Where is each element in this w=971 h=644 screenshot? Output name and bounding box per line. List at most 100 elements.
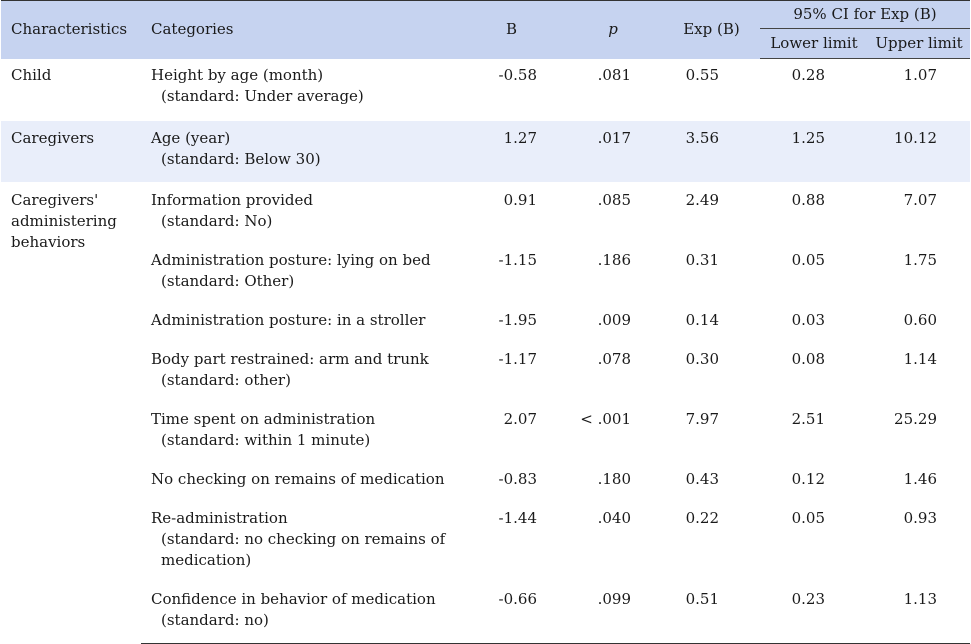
cell-exp: 7.97	[685, 409, 719, 428]
cell-lower: 0.88	[791, 190, 825, 209]
category-standard: (standard: Under average)	[161, 86, 364, 105]
category-label: Time spent on administration	[151, 409, 376, 428]
category-label: Confidence in behavior of medication	[151, 589, 436, 608]
header-lower-limit: Lower limit	[760, 28, 868, 59]
cell-p: .078	[597, 349, 631, 368]
category-standard: (standard: Below 30)	[161, 149, 321, 168]
cell-category: Body part restrained: arm and trunk (stan…	[141, 343, 460, 403]
cell-lower: 1.25	[760, 120, 868, 182]
table-row: Confidence in behavior of medication (sta…	[1, 582, 970, 644]
cell-b: 1.27	[460, 120, 563, 182]
cell-b: -1.44	[498, 508, 537, 527]
cell-p: .099	[563, 582, 663, 644]
cell-exp: 0.14	[685, 310, 719, 329]
cell-lower: 0.23	[760, 582, 868, 644]
cell-category: No checking on remains of medication	[141, 463, 460, 502]
header-upper-limit: Upper limit	[868, 28, 970, 59]
cell-upper: 0.60	[903, 310, 937, 329]
header-exp: Exp (B)	[663, 0, 760, 59]
category-standard: (standard: no checking on remains of med…	[161, 529, 446, 569]
cell-b: -1.95	[498, 310, 537, 329]
cell-b: -0.58	[498, 65, 537, 84]
header-ci-group: 95% CI for Exp (B)	[760, 0, 970, 29]
cell-exp: 0.22	[685, 508, 719, 527]
table-row: Time spent on administration (standard: w…	[1, 403, 970, 463]
table-row: Child Height by age (month) (standard: Un…	[1, 59, 970, 121]
cell-lower: 0.05	[791, 508, 825, 527]
cell-p: .017	[563, 120, 663, 182]
table-row: Caregivers' administering behaviors Info…	[1, 182, 970, 251]
cell-exp: 0.43	[685, 469, 719, 488]
table-row: Caregivers Age (year) (standard: Below 30…	[1, 120, 970, 182]
category-label: Administration posture: lying on bed	[151, 250, 431, 269]
cell-exp: 0.31	[685, 250, 719, 269]
cell-category: Confidence in behavior of medication (sta…	[141, 582, 460, 644]
header-categories: Categories	[141, 0, 460, 59]
cell-exp: 0.55	[685, 65, 719, 84]
cell-lower: 2.51	[791, 409, 825, 428]
table-body: Child Height by age (month) (standard: Un…	[1, 59, 970, 644]
table-row: No checking on remains of medication -0.…	[1, 463, 970, 502]
category-standard: (standard: no)	[161, 610, 269, 629]
category-label: Information provided	[151, 190, 313, 209]
cell-p: .040	[597, 508, 631, 527]
cell-category: Time spent on administration (standard: w…	[141, 403, 460, 463]
cell-b: 2.07	[503, 409, 537, 428]
category-label: No checking on remains of medication	[151, 469, 445, 488]
cell-category: Information provided (standard: No)	[141, 182, 460, 244]
cell-characteristic: Child	[11, 65, 52, 84]
category-standard: (standard: No)	[161, 211, 273, 230]
cell-upper: 10.12	[868, 120, 970, 182]
table-header: Characteristics Categories B p Exp (B) 9…	[1, 0, 970, 59]
cell-characteristic: Caregivers' administering behaviors	[11, 190, 117, 251]
category-label: Age (year)	[151, 128, 231, 147]
cell-upper: 0.93	[903, 508, 937, 527]
cell-b: -1.17	[498, 349, 537, 368]
table-row: Administration posture: lying on bed (sta…	[1, 244, 970, 304]
category-standard: (standard: within 1 minute)	[161, 430, 371, 449]
category-label: Height by age (month)	[151, 65, 324, 84]
cell-lower: 0.28	[791, 66, 825, 84]
cell-exp: 0.30	[685, 349, 719, 368]
cell-b: -1.15	[498, 250, 537, 269]
cell-category: Height by age (month) (standard: Under av…	[141, 59, 460, 121]
cell-upper: 25.29	[894, 409, 937, 428]
cell-b: -0.83	[498, 469, 537, 488]
cell-p: .186	[597, 250, 631, 269]
cell-exp: 3.56	[663, 120, 760, 182]
cell-lower: 0.12	[791, 469, 825, 488]
cell-exp: 2.49	[685, 190, 719, 209]
category-label: Administration posture: in a stroller	[151, 310, 426, 329]
cell-p: < .001	[580, 409, 631, 428]
cell-upper: 1.46	[903, 469, 937, 488]
cell-b: -0.66	[460, 582, 563, 644]
category-label: Body part restrained: arm and trunk	[151, 349, 429, 368]
cell-characteristic: Caregivers	[1, 120, 141, 182]
cell-p: .085	[597, 190, 631, 209]
cell-upper: 1.14	[903, 349, 937, 368]
category-label: Re-administration	[151, 508, 288, 527]
cell-lower: 0.03	[791, 310, 825, 329]
cell-upper: 1.75	[903, 250, 937, 269]
cell-category: Administration posture: in a stroller	[141, 304, 460, 343]
cell-category: Age (year) (standard: Below 30)	[141, 120, 460, 182]
cell-p: .081	[597, 65, 631, 84]
cell-upper: 7.07	[903, 190, 937, 209]
table-row: Body part restrained: arm and trunk (stan…	[1, 343, 970, 403]
cell-p: .009	[597, 310, 631, 329]
cell-lower: 0.05	[791, 250, 825, 269]
cell-upper: 1.13	[868, 582, 970, 644]
cell-category: Administration posture: lying on bed (sta…	[141, 244, 460, 304]
cell-b: 0.91	[503, 190, 537, 209]
header-p: p	[563, 0, 663, 59]
cell-upper: 1.07	[903, 66, 937, 84]
header-b: B	[460, 0, 563, 59]
cell-p: .180	[597, 469, 631, 488]
cell-category: Re-administration (standard: no checking …	[141, 502, 460, 583]
category-standard: (standard: Other)	[161, 271, 295, 290]
table-row: Administration posture: in a stroller -1…	[1, 304, 970, 343]
cell-exp: 0.51	[663, 582, 760, 644]
category-standard: (standard: other)	[161, 370, 291, 389]
table-row: Re-administration (standard: no checking …	[1, 502, 970, 583]
